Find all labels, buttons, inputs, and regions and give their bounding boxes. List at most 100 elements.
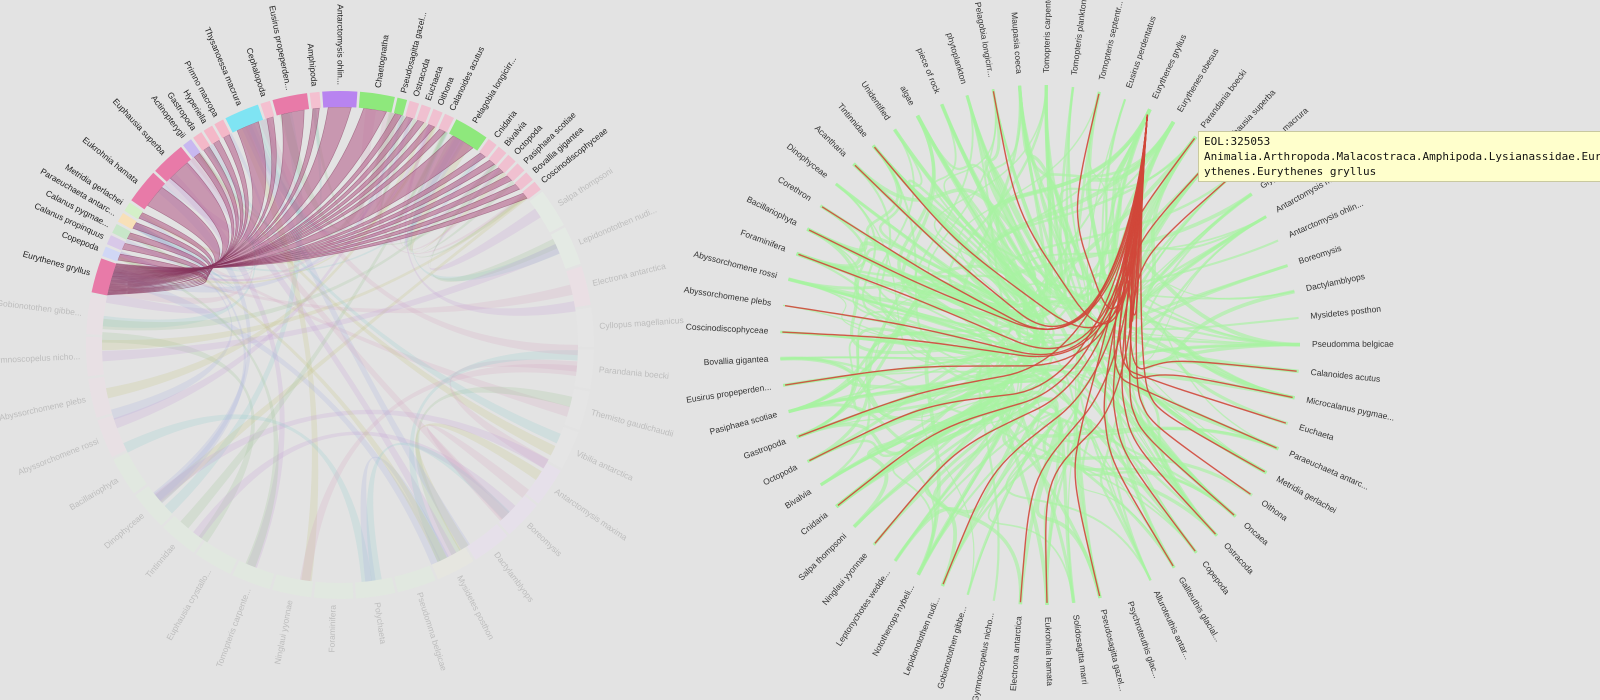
bundle-node-electrona-antarctica[interactable]: Electrona antarctica [1008, 616, 1024, 692]
chord-arc-primno-macropa[interactable] [214, 119, 231, 139]
chord-arc-ninglaui-yyonnae[interactable] [272, 574, 313, 598]
bundle-node-corethron[interactable]: Corethron [776, 174, 814, 203]
chord-arc-coscinodiscophyceae[interactable] [522, 181, 541, 200]
chord-arc-pseudomma-belgicae[interactable] [394, 565, 436, 593]
chord-arc-gymnoscopelus-nicho[interactable] [86, 336, 104, 377]
bundle-node-abyssorchomene-rossi[interactable]: Abyssorchomene rossi [693, 249, 779, 280]
bundle-node-copepoda[interactable]: Copepoda [1200, 559, 1232, 597]
bundle-node-octopoda[interactable]: Octopoda [761, 462, 799, 488]
chord-arc-bovallia-gigantea[interactable] [514, 172, 533, 191]
bundle-node-bivalvia[interactable]: Bivalvia [783, 486, 813, 510]
chord-arc-pasiphaea-scotiae[interactable] [506, 163, 525, 182]
bundle-node-bovallia-gigantea[interactable]: Bovallia gigantea [703, 354, 768, 367]
bundle-node-unidentified[interactable]: Unidentified [859, 79, 893, 122]
bundle-node-phytoplankton[interactable]: phytoplankton [945, 32, 970, 86]
chord-arc-cephalopoda[interactable] [260, 100, 275, 119]
chord-arc-lepidonotothen-nudi[interactable] [550, 227, 581, 269]
chord-arc-pseudosagitta-gazel[interactable] [393, 97, 408, 116]
chord-arc-dactylamblyops[interactable] [467, 524, 508, 560]
bundle-node-acantharia[interactable]: Acantharia [813, 123, 849, 159]
chord-arc-copepoda[interactable] [102, 246, 121, 262]
chord-arc-gastropoda[interactable] [193, 132, 211, 151]
chord-arc-euphausia-superba[interactable] [155, 146, 192, 182]
bundle-node-eusirus-perdentatus[interactable]: Eusirus perdentatus [1124, 15, 1158, 90]
chord-arc-polychaeta[interactable] [355, 577, 396, 599]
chord-arc-salpa-thompsoni[interactable] [529, 191, 564, 233]
bundle-node-eukrohnia-hamata[interactable]: Eukrohnia hamata [1043, 617, 1055, 687]
chord-arc-cnidaria[interactable] [479, 139, 497, 158]
bundle-node-piece-of-rock[interactable]: piece of rock [915, 46, 943, 95]
bundle-node-eurythenes-gryllus[interactable]: Eurythenes gryllus [1150, 33, 1189, 101]
bundle-node-oncaea[interactable]: Oncaea [1242, 520, 1271, 547]
bundle-node-alluroteuthis-antar[interactable]: Alluroteuthis antar... [1152, 589, 1193, 661]
chord-arc-pelagobia-longicirr[interactable] [449, 119, 487, 151]
chord-arc-dinophyceae[interactable] [135, 486, 173, 526]
chord-arc-tomopteris-carpente[interactable] [232, 560, 275, 590]
chord-arc-cyllopus-magellanicus[interactable] [575, 307, 594, 347]
bundle-node-pseudosagitta-gazel[interactable]: Pseudosagitta gazel... [1099, 608, 1128, 692]
chord-arc-antarctomysis-ohlin[interactable] [322, 91, 358, 108]
bundle-node-boreomysis[interactable]: Boreomysis [1297, 243, 1342, 266]
bundle-node-tintinnidae[interactable]: Tintinnidae [836, 101, 870, 139]
bundle-node-solidosagitta-marri[interactable]: Solidosagitta marri [1071, 614, 1090, 685]
chord-arc-abyssorchomene-rossi[interactable] [97, 415, 127, 458]
bundle-node-maupasia-coeca[interactable]: Maupasia coeca [1010, 12, 1025, 75]
chord-arc-thysanoessa-macrura[interactable] [225, 104, 264, 133]
chord-arc-calanus-propinquus[interactable] [106, 235, 126, 251]
bundle-node-eusirus-propeperden[interactable]: Eusirus propeperden... [685, 382, 772, 405]
chord-arc-bacillariophyta[interactable] [113, 452, 147, 494]
chord-arc-mysidetes-posthon[interactable] [431, 547, 474, 580]
bundle-node-antarctomysis-ohlin[interactable]: Antarctomysis ohlin... [1287, 198, 1365, 240]
chord-arc-bivalvia[interactable] [488, 146, 507, 166]
chord-arc-eusirus-propeperden[interactable] [272, 93, 310, 116]
bundle-node-gobionotothen-gibbe[interactable]: Gobionotothen gibbe... [935, 605, 969, 690]
chord-arc-parandania-boecki[interactable] [574, 349, 594, 390]
bundle-node-coscinodiscophyceae[interactable]: Coscinodiscophyceae [686, 322, 769, 336]
bundle-node-bacillariophyta[interactable]: Bacillariophyta [745, 194, 799, 228]
bundle-node-foraminifera[interactable]: Foraminifera [739, 227, 787, 253]
chord-arc-eukrohnia-hamata[interactable] [131, 172, 166, 210]
chord-arc-calanoides-acutus[interactable] [438, 113, 455, 133]
bundle-node-gymnoscopelus-nicho[interactable]: Gymnoscopelus nicho... [970, 612, 996, 700]
chord-arc-vibilia-antarctica[interactable] [547, 426, 579, 469]
bundle-node-lepidonotothen-nudi[interactable]: Lepidonotothen nudi... [901, 595, 942, 677]
chord-arc-calanus-pygmae[interactable] [112, 223, 131, 240]
bundle-node-tomopteris-planktonis[interactable]: Tomopteris planktonis [1069, 0, 1089, 76]
bundle-node-gastropoda[interactable]: Gastropoda [742, 436, 787, 461]
bundle-node-pelagobia-longicirr[interactable]: Pelagobia longicirr... [973, 1, 997, 78]
chord-arc-metridia-gerlachei[interactable] [124, 202, 144, 220]
bundle-node-pasiphaea-scotiae[interactable]: Pasiphaea scotiae [708, 409, 778, 437]
chord-arc-antarctomysis-maxima[interactable] [525, 462, 561, 504]
bundle-node-oithona[interactable]: Oithona [1259, 498, 1289, 524]
chord-arc-euphausia-crystallo[interactable] [195, 540, 238, 575]
chord-arc-boreomysis[interactable] [498, 495, 537, 535]
chord-arc-abyssorchomene-plebs[interactable] [88, 376, 112, 418]
bundle-node-dinophyceae[interactable]: Dinophyceae [785, 141, 830, 180]
chord-arc-tintinnidae[interactable] [163, 515, 203, 553]
bundle-node-dactylamblyops[interactable]: Dactylamblyops [1305, 271, 1366, 293]
bundle-node-metridia-gerlachei[interactable]: Metridia gerlachei [1275, 474, 1338, 516]
chord-arc-paraeuchaeta-antarc[interactable] [117, 213, 137, 230]
bundle-node-ostracoda[interactable]: Ostracoda [1222, 540, 1256, 576]
bundle-node-psychroteuthis-glac[interactable]: Psychroteuthis glac... [1126, 600, 1162, 680]
chord-arc-themisto-gaudichaudii[interactable] [564, 388, 590, 430]
bundle-node-tomopteris-carpente[interactable]: Tomopteris carpente... [1041, 0, 1053, 73]
bundle-node-cnidaria[interactable]: Cnidaria [799, 509, 830, 537]
chord-arc-hyperiella[interactable] [203, 125, 221, 145]
bundle-node-abyssorchomene-plebs[interactable]: Abyssorchomene plebs [683, 284, 772, 307]
chord-arc-actinopterygii[interactable] [183, 139, 201, 158]
chord-arc-gobionotothen-gibbe[interactable] [86, 294, 107, 335]
chord-arc-amphipoda[interactable] [309, 91, 321, 109]
chord-arc-euchaeta[interactable] [416, 104, 432, 123]
chord-arc-electrona-antarctica[interactable] [566, 266, 591, 308]
bundle-node-algae[interactable]: algae [898, 84, 917, 107]
bundle-node-calanoides-acutus[interactable]: Calanoides acutus [1310, 367, 1381, 384]
chord-arc-ostracoda[interactable] [405, 100, 420, 119]
chord-arc-chaetognatha[interactable] [358, 91, 395, 113]
bundle-node-microcalanus-pygmae[interactable]: Microcalanus pygmae... [1305, 395, 1395, 423]
bundle-node-pseudomma-belgicae[interactable]: Pseudomma belgicae [1312, 339, 1394, 349]
bundle-node-mysidetes-posthon[interactable]: Mysidetes posthon [1310, 304, 1382, 321]
chord-arc-foraminifera[interactable] [313, 581, 354, 599]
chord-arc-oithona[interactable] [427, 108, 443, 128]
bundle-node-tomopteris-septentr[interactable]: Tomopteris septentr... [1096, 0, 1124, 81]
